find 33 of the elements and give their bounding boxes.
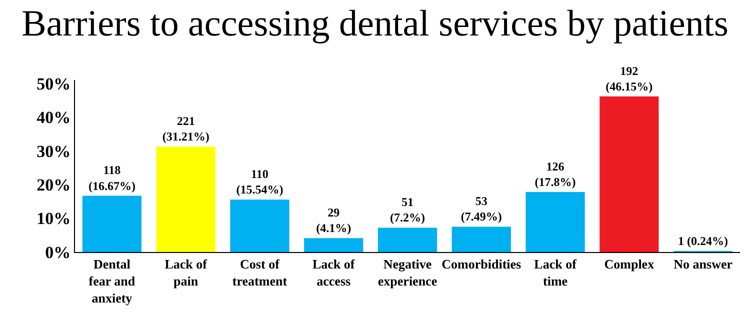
x-tick-label: Dental fear and anxiety	[88, 256, 136, 306]
y-tick-label: 50%	[36, 74, 71, 94]
x-tick-label: Lack of access	[312, 256, 356, 288]
data-label: 51 (7.2%)	[390, 195, 425, 225]
data-label: 192 (46.15%)	[606, 64, 653, 94]
chart-title: Barriers to accessing dental services by patients	[22, 4, 728, 45]
y-tick-label: 10%	[36, 209, 71, 228]
bar	[304, 238, 364, 252]
x-tick-label: Cost of treatment	[232, 256, 288, 288]
data-label: 29 (4.1%)	[316, 206, 352, 236]
bar	[452, 226, 511, 252]
bar	[82, 196, 142, 252]
y-tick-label: 40%	[36, 108, 71, 128]
x-tick-label: Lack of pain	[164, 256, 208, 288]
y-tick-label: 20%	[36, 176, 71, 194]
data-label: 126 (17.8%)	[534, 159, 576, 189]
x-tick-label: No answer	[674, 256, 733, 272]
data-label: 53 (7.49%)	[460, 194, 502, 224]
y-tick-label: 0%	[45, 242, 71, 262]
data-label: 221 (31.21%)	[162, 114, 210, 144]
x-tick-label: Negative experience	[378, 256, 438, 288]
bar	[230, 200, 290, 252]
bar	[600, 96, 659, 252]
bar	[156, 146, 216, 252]
x-tick-label: Complex	[604, 256, 655, 272]
bar	[526, 192, 585, 252]
bar	[378, 228, 438, 252]
data-label: 110 (15.54%)	[236, 166, 284, 197]
x-tick-label: Lack of time	[534, 256, 578, 288]
data-label: 118 (16.67%)	[88, 163, 136, 193]
y-tick-label: 30%	[36, 142, 71, 161]
data-label: 1 (0.24%)	[678, 234, 728, 248]
x-tick-label: Comorbidities	[442, 256, 522, 272]
